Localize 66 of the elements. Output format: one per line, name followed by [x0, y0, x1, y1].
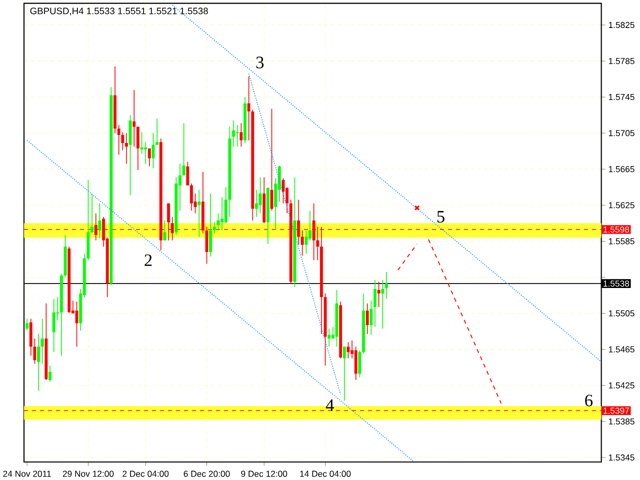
- annotation: 5: [437, 211, 444, 223]
- y-tick-label: 1.5665: [608, 166, 634, 172]
- candlestick: [354, 346, 358, 380]
- candlestick: [148, 148, 151, 167]
- candlestick: [328, 328, 331, 348]
- candlestick: [117, 124, 120, 156]
- y-tick-label: 1.5625: [608, 202, 634, 208]
- candlestick: [366, 303, 369, 334]
- candlestick: [26, 318, 29, 331]
- candlestick: [156, 118, 159, 146]
- x-tick-label: 2 Dec 04:00: [122, 470, 169, 477]
- y-tick-label: 1.5425: [608, 382, 634, 388]
- candlestick: [370, 300, 373, 336]
- candlestick: [342, 346, 346, 402]
- candlestick: [190, 183, 193, 211]
- ref-line-label: 1.5397: [604, 408, 629, 414]
- candlestick: [136, 126, 140, 170]
- candlestick: [163, 220, 166, 241]
- candlestick: [212, 222, 216, 234]
- chart-title: GBPUSD,H4 1.5533 1.5551 1.5521 1.5538: [30, 8, 208, 16]
- y-tick-label: 1.5785: [608, 58, 634, 64]
- candlestick: [358, 350, 362, 378]
- x-tick-label: 29 Nov 12:00: [62, 470, 114, 477]
- y-tick-label: 1.5745: [608, 94, 634, 100]
- candlestick: [381, 280, 384, 330]
- candlestick: [377, 281, 380, 308]
- candlestick: [240, 122, 243, 148]
- y-tick-label: 1.5505: [608, 310, 634, 316]
- x-tick-label: 14 Dec 04:00: [300, 470, 351, 477]
- candlestick: [40, 318, 44, 364]
- candlestick: [125, 132, 128, 164]
- candlestick: [144, 142, 148, 164]
- y-tick-label: 1.5345: [608, 454, 634, 461]
- y-tick-label: 1.5465: [608, 346, 634, 352]
- candlestick: [186, 162, 190, 186]
- candlestick: [308, 210, 312, 241]
- annotation: 3: [256, 56, 264, 68]
- candlestick: [37, 334, 40, 392]
- ref-line-label: 1.5598: [604, 226, 630, 233]
- annotation: 6: [585, 394, 593, 406]
- x-tick-label: 9 Dec 12:00: [241, 470, 288, 477]
- x-tick-label: 6 Dec 20:00: [184, 470, 230, 477]
- candlestick: [140, 132, 144, 154]
- candlestick: [304, 230, 308, 254]
- candlestick: [300, 230, 304, 256]
- candlestick: [198, 189, 201, 238]
- candlestick: [385, 271, 388, 300]
- candlestick: [132, 89, 136, 148]
- ref-line-label: 1.5538: [604, 280, 630, 287]
- x-tick-label: 24 Nov 2011: [3, 470, 51, 477]
- annotation: 2: [144, 254, 152, 266]
- y-tick-label: 1.5585: [608, 238, 634, 244]
- candlestick: [220, 196, 224, 231]
- candlestick: [90, 193, 94, 234]
- candlestick: [121, 132, 124, 151]
- candlestick: [232, 120, 235, 148]
- candlestick: [48, 365, 52, 382]
- y-tick-label: 1.5705: [608, 130, 634, 136]
- candlestick: [374, 280, 376, 328]
- candlestick: [255, 189, 258, 218]
- y-tick-label: 1.5825: [608, 22, 634, 28]
- y-tick-label: 1.5385: [608, 418, 634, 425]
- candlestick: [236, 124, 239, 148]
- candlestick: [209, 193, 212, 257]
- candlestick: [182, 122, 186, 176]
- candlestick: [52, 298, 56, 352]
